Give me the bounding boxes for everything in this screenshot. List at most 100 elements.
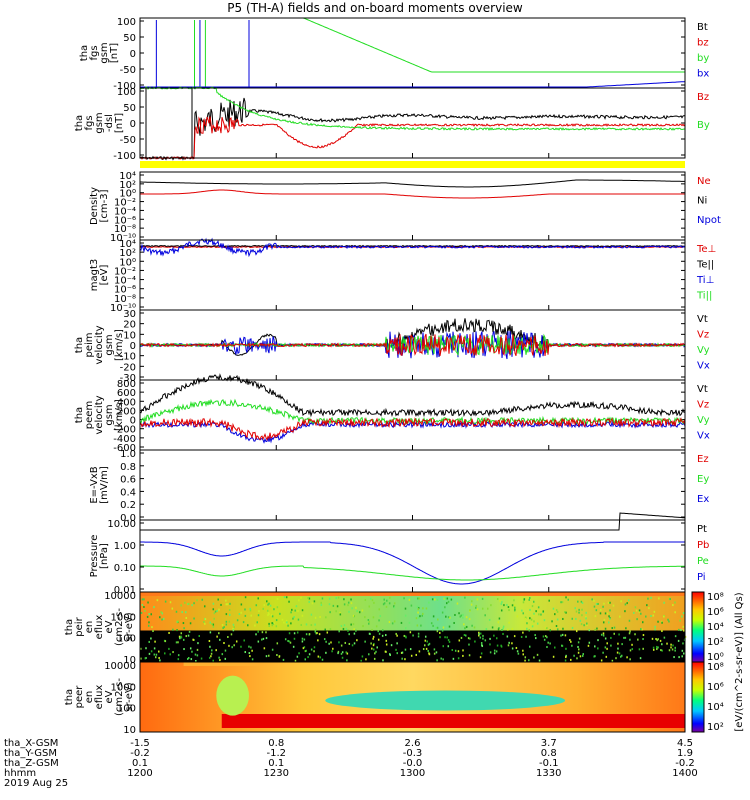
traces-pressure [140, 541, 685, 585]
spectrogram-pixel [382, 629, 384, 632]
spectrogram-pixel [372, 616, 375, 619]
spectrogram-pixel [533, 620, 535, 623]
spectrogram-pixel [522, 649, 524, 652]
spectrogram-pixel [595, 609, 598, 612]
spectrogram-pixel [594, 615, 597, 618]
spectrogram-pixel [528, 645, 531, 648]
spectrogram-pixel [325, 640, 327, 643]
panel-ion_spec: tha peir en eflux eV (cm2-s-sr-eV) 10000 1000 10… [64, 591, 686, 666]
spectrogram-pixel [276, 606, 279, 609]
spectrogram-pixel [271, 622, 273, 625]
spectrogram-pixel [529, 596, 531, 599]
spectrogram-pixel [525, 635, 527, 638]
spectrogram-pixel [161, 618, 163, 621]
spectrogram-pixel [542, 635, 545, 638]
spectrogram-pixel [368, 632, 371, 635]
spectrogram-pixel [224, 657, 227, 660]
spectrogram-pixel [511, 627, 514, 630]
ylabel-ele_spec: en [84, 691, 95, 704]
spectrogram-pixel [141, 603, 144, 606]
spectrogram-pixel [449, 616, 451, 619]
spectrogram-pixel [562, 617, 564, 620]
spectrogram-pixel [276, 654, 278, 657]
spectrogram-pixel [523, 598, 526, 601]
spectrogram-pixel [423, 644, 426, 647]
spectrogram-pixel [190, 658, 193, 661]
spectrogram-pixel [604, 637, 607, 640]
spectrogram-pixel [176, 629, 178, 632]
spectrogram-pixel [341, 656, 344, 659]
spectrogram-pixel [249, 609, 252, 612]
xtick-label: 0.1 [132, 758, 148, 769]
spectrogram-pixel [447, 600, 450, 603]
spectrogram-pixel [353, 642, 356, 645]
spectrogram-pixel [250, 614, 252, 617]
ytick-pressure: 1.00 [114, 541, 136, 552]
spectrogram-pixel [653, 610, 656, 613]
spectrogram-pixel [582, 653, 584, 656]
spectrogram-pixel [462, 616, 464, 619]
spectrogram-pixel [222, 627, 224, 630]
spectrogram-pixel [624, 603, 627, 606]
spectrogram-pixel [329, 627, 332, 630]
spectrogram-pixel [604, 627, 607, 630]
spectrogram-pixel [219, 638, 221, 641]
spectrogram-pixel [457, 657, 460, 660]
spectrogram-pixel [288, 600, 290, 603]
spectrogram-pixel [442, 626, 445, 629]
spectrogram-pixel [620, 600, 622, 603]
spectrogram-pixel [613, 632, 615, 635]
spectrogram-pixel [464, 596, 466, 599]
spectrogram-pixel [454, 613, 456, 616]
ylabel-vi: [km/s] [114, 329, 125, 361]
spectrogram-pixel [648, 607, 650, 610]
spectrogram-pixel [393, 602, 396, 605]
spectrogram-pixel [682, 652, 685, 655]
spectrogram-pixel [609, 609, 611, 612]
spectrogram-pixel [432, 615, 435, 618]
ytick-efield: 0.0 [120, 513, 136, 524]
spectrogram-pixel [353, 632, 356, 635]
spectrogram-pixel [150, 637, 152, 640]
spectrogram-pixel [308, 597, 311, 600]
spectrogram-pixel [175, 641, 178, 644]
spectrogram-pixel [556, 610, 559, 613]
spectrogram-pixel [674, 601, 676, 604]
ylabel-fgs_dsl: [nT] [114, 113, 125, 133]
spectrogram-pixel [351, 607, 353, 610]
spectrogram-pixel [372, 637, 374, 640]
ytick-density: 10⁰ [119, 189, 136, 200]
spectrogram-pixel [544, 635, 547, 638]
spectrogram-pixel [343, 598, 345, 601]
spectrogram-pixel [416, 605, 419, 608]
spectrogram-pixel [465, 616, 468, 619]
spectrogram-pixel [355, 606, 357, 609]
spectrogram-pixel [223, 626, 225, 629]
spectrogram-pixel [403, 597, 405, 600]
ytick-fgs: 0 [130, 49, 136, 60]
legend-density: Ne [697, 176, 711, 187]
spectrogram-pixel [498, 627, 500, 630]
spectrogram-pixel [607, 601, 610, 604]
legend-density: Ni [697, 195, 707, 206]
spectrogram-pixel [324, 628, 326, 631]
spectrogram-pixel [201, 598, 204, 601]
ylabel-vi: tha [74, 337, 85, 353]
ytick-efield: 1.0 [120, 449, 136, 460]
spectrogram-pixel [361, 609, 364, 612]
ytick-fgs: 100 [117, 17, 136, 28]
spectrogram-pixel [599, 612, 602, 615]
spectrogram-pixel [546, 636, 548, 639]
spectrogram-pixel [168, 647, 170, 650]
spectrogram-pixel [670, 646, 672, 649]
spectrogram-pixel [612, 604, 615, 607]
spectrogram-pixel [575, 630, 578, 633]
spectrogram-pixel [427, 649, 429, 652]
spectrogram-pixel [341, 651, 344, 654]
spectrogram-pixel [218, 656, 220, 659]
spectrogram-pixel [400, 651, 403, 654]
spectrogram-pixel [193, 617, 195, 620]
xtick-label: -0.1 [539, 758, 559, 769]
spectrogram-pixel [570, 658, 572, 661]
spectrogram-pixel [603, 602, 605, 605]
